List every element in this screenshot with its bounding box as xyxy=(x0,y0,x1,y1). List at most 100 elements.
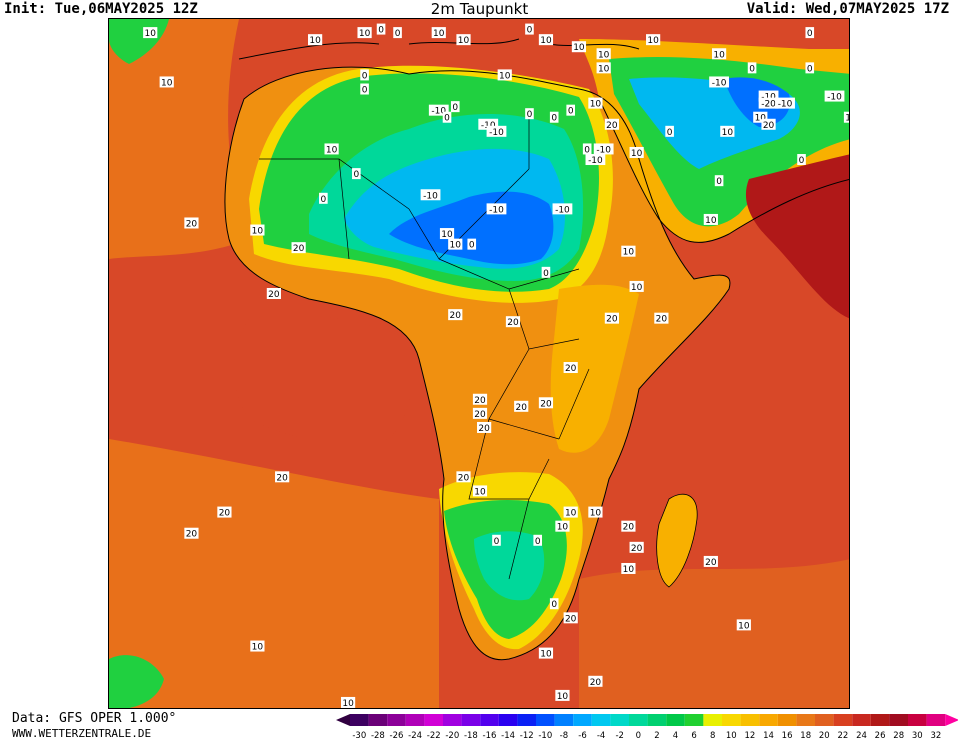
svg-text:-10: -10 xyxy=(489,205,504,215)
svg-text:10: 10 xyxy=(499,71,511,81)
svg-text:0: 0 xyxy=(353,170,359,180)
madagascar-island xyxy=(656,493,698,588)
svg-text:20: 20 xyxy=(606,121,618,131)
svg-text:-10: -10 xyxy=(827,93,842,103)
legend-tick-label: -16 xyxy=(483,731,497,741)
svg-text:10: 10 xyxy=(359,29,371,39)
svg-text:0: 0 xyxy=(378,26,384,36)
legend-tick-label: -4 xyxy=(597,731,605,741)
legend-swatch xyxy=(498,714,518,726)
contour-label: 10 xyxy=(324,143,339,155)
init-time-label: Init: Tue,06MAY2025 12Z xyxy=(4,1,198,17)
color-legend: -30 -28 -26 -24 -22 -20 -18 -16 -14 -12 -10 -8 -6 -4-… xyxy=(336,714,958,741)
svg-text:0: 0 xyxy=(469,241,475,251)
legend-swatch xyxy=(573,714,592,726)
svg-text:10: 10 xyxy=(590,509,602,519)
arabia-coastline xyxy=(598,98,849,243)
contour-label: 10 xyxy=(538,34,554,46)
legend-tick-label: 20 xyxy=(819,731,830,741)
east-africa-orange-field xyxy=(550,284,639,453)
legend-swatch xyxy=(610,714,629,726)
contour-label: 10 xyxy=(621,562,636,575)
contour-label: 10 xyxy=(571,41,587,53)
contour-label: 10 xyxy=(736,619,751,631)
legend-swatch xyxy=(350,714,369,726)
legend-over-arrow xyxy=(945,714,958,726)
valid-time-label: Valid: Wed,07MAY2025 17Z xyxy=(746,1,949,17)
legend-tick-label: 8 xyxy=(710,731,715,741)
contour-label: 10 xyxy=(588,506,603,519)
contour-label: 20 xyxy=(217,506,232,519)
contour-label: 10 xyxy=(555,689,570,702)
legend-tick-label: -26 xyxy=(390,731,404,741)
legend-under-arrow xyxy=(336,714,350,726)
legend-swatch xyxy=(759,714,778,726)
contour-label: 0 xyxy=(797,154,806,166)
legend-swatch xyxy=(889,714,908,726)
svg-text:10: 10 xyxy=(631,283,643,293)
svg-text:10: 10 xyxy=(722,128,734,138)
svg-text:10: 10 xyxy=(458,36,470,46)
contour-label: 20 xyxy=(604,312,620,325)
svg-text:20: 20 xyxy=(590,678,602,688)
svg-text:0: 0 xyxy=(807,29,813,39)
svg-text:-10: -10 xyxy=(712,78,727,88)
svg-text:10: 10 xyxy=(540,36,552,46)
svg-text:20: 20 xyxy=(474,396,486,406)
contour-label: -10 xyxy=(593,143,614,155)
svg-text:10: 10 xyxy=(450,241,462,251)
svg-text:10: 10 xyxy=(433,29,445,39)
svg-text:10: 10 xyxy=(598,64,610,74)
svg-text:10: 10 xyxy=(252,643,264,653)
website-label: WWW.WETTERZENTRALE.DE xyxy=(12,727,152,740)
svg-text:10: 10 xyxy=(557,692,569,702)
contour-label: 0 xyxy=(805,62,815,74)
svg-text:20: 20 xyxy=(186,219,198,229)
svg-text:10: 10 xyxy=(623,248,635,258)
legend-swatch xyxy=(926,714,946,726)
svg-text:10: 10 xyxy=(590,100,602,110)
legend-swatch xyxy=(684,714,704,726)
svg-text:10: 10 xyxy=(755,114,767,124)
contour-label: -10 xyxy=(824,90,845,103)
legend-tick-label: 32 xyxy=(930,731,941,741)
svg-text:10: 10 xyxy=(326,145,338,155)
legend-tick-label: -6 xyxy=(578,731,586,741)
contour-label: 20 xyxy=(514,400,529,413)
svg-text:0: 0 xyxy=(362,86,368,96)
contour-label: 20 xyxy=(563,612,578,624)
svg-text:0: 0 xyxy=(749,64,755,74)
contour-label: 0 xyxy=(319,192,328,205)
contour-label: 20 xyxy=(761,118,776,131)
contour-label: 20 xyxy=(184,527,199,540)
contour-label: 0 xyxy=(541,266,551,279)
contour-label: 20 xyxy=(629,541,644,554)
contour-label: 0 xyxy=(525,108,534,120)
contour-label: 10 xyxy=(596,48,611,60)
svg-text:10: 10 xyxy=(647,36,659,46)
contour-label: 10 xyxy=(538,647,554,660)
legend-swatch xyxy=(443,714,462,726)
legend-swatch xyxy=(405,714,425,726)
sahara-blue-field xyxy=(389,191,554,265)
svg-text:0: 0 xyxy=(362,71,368,81)
contour-label: 20 xyxy=(588,675,603,688)
legend-swatch xyxy=(647,714,667,726)
arabian-sea-dark-field xyxy=(745,154,849,319)
contour-label: -10 xyxy=(478,118,499,131)
svg-text:0: 0 xyxy=(395,29,401,39)
legend-tick-label: 24 xyxy=(856,731,867,741)
svg-text:10: 10 xyxy=(713,50,725,60)
contour-label: 20 xyxy=(477,421,492,434)
contour-label: 0 xyxy=(492,534,501,547)
svg-text:10: 10 xyxy=(623,565,635,575)
legend-swatch xyxy=(722,714,741,726)
legend-tick-label: -2 xyxy=(615,731,623,741)
svg-text:0: 0 xyxy=(494,537,500,547)
contour-label: 20 xyxy=(703,555,718,568)
contour-label: 0 xyxy=(467,238,477,251)
contour-label: 0 xyxy=(525,23,534,36)
contour-label: 20 xyxy=(266,287,281,300)
svg-text:0: 0 xyxy=(527,26,533,36)
svg-text:20: 20 xyxy=(219,509,231,519)
